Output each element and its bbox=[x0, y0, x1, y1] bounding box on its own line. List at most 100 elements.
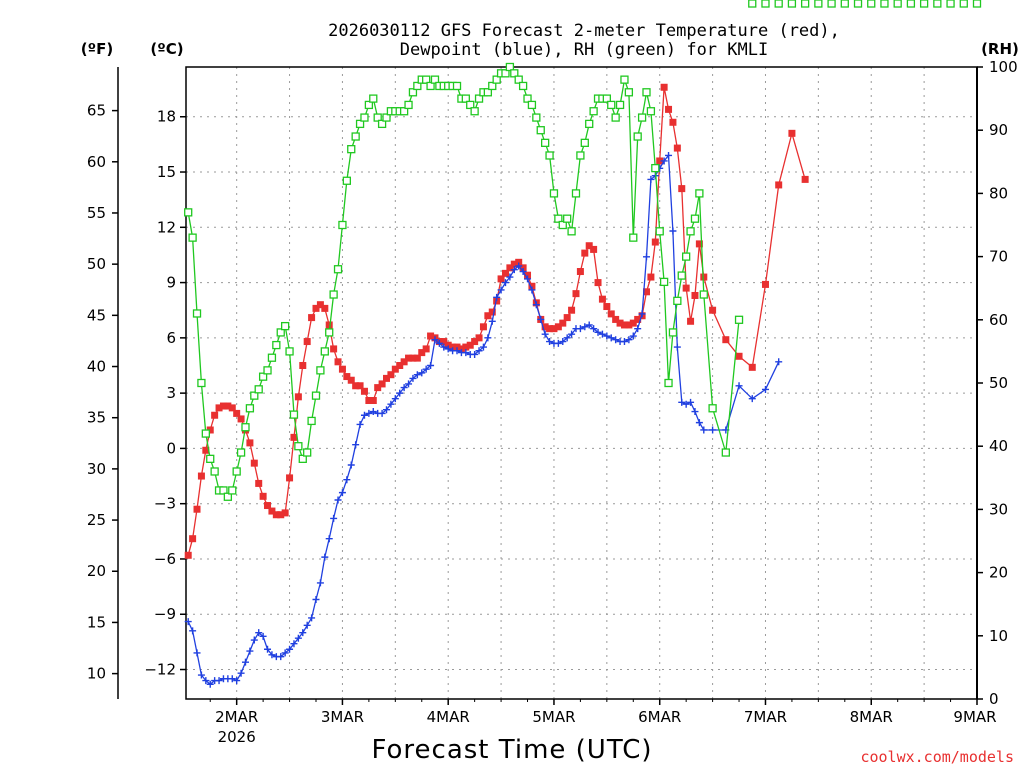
rh-tick-label: 60 bbox=[989, 311, 1008, 329]
rh-point bbox=[518, 81, 528, 91]
rh-point bbox=[474, 94, 484, 103]
dewpoint-point bbox=[325, 535, 333, 543]
rh-point bbox=[668, 328, 678, 337]
rh-point bbox=[540, 138, 550, 147]
temperature-point bbox=[629, 319, 637, 327]
rh-point bbox=[303, 448, 312, 457]
rh-point bbox=[404, 100, 413, 110]
chart-title-line1: 2026030112 GFS Forecast 2-meter Temperat… bbox=[328, 21, 840, 41]
temperature-point bbox=[642, 288, 650, 296]
rh-point bbox=[611, 113, 620, 122]
dewpoint-point bbox=[682, 400, 690, 408]
rh-point bbox=[646, 107, 656, 116]
dewpoint-point bbox=[642, 253, 650, 261]
temperature-point bbox=[325, 321, 333, 329]
temperature-point bbox=[457, 345, 465, 353]
temperature-point bbox=[277, 511, 285, 519]
rh-point bbox=[505, 62, 515, 72]
dewpoint-point bbox=[471, 350, 479, 358]
temperature-point bbox=[312, 304, 320, 312]
rh-point bbox=[510, 69, 519, 78]
temperature-point bbox=[515, 258, 523, 266]
fahrenheit-tick-label: 15 bbox=[87, 613, 106, 631]
dewpoint-point bbox=[537, 315, 545, 323]
dewpoint-point bbox=[761, 385, 769, 393]
dewpoint-point bbox=[409, 374, 417, 382]
dewpoint-point bbox=[422, 365, 430, 373]
rh-unit-label: (RH) bbox=[981, 40, 1019, 58]
rh-point bbox=[408, 88, 418, 97]
time-tick-label: 4MAR bbox=[427, 708, 470, 726]
dewpoint-point bbox=[563, 334, 571, 342]
temperature-point bbox=[612, 315, 620, 323]
rh-point bbox=[399, 107, 409, 116]
temperature-point bbox=[343, 373, 351, 381]
dewpoint-point bbox=[629, 332, 637, 340]
fahrenheit-axis: 10 15 20 25 30 35 40 45 50 55 60 65 bbox=[87, 102, 118, 683]
temperature-point bbox=[506, 264, 514, 272]
dewpoint-point bbox=[528, 286, 536, 294]
fahrenheit-tick-label: 10 bbox=[87, 665, 106, 683]
temperature-point bbox=[748, 363, 756, 371]
celsius-tick-label: 3 bbox=[166, 384, 176, 402]
rh-point bbox=[294, 442, 303, 451]
dewpoint-point bbox=[431, 336, 439, 344]
temperature-point bbox=[541, 323, 549, 331]
dewpoint-point bbox=[259, 632, 267, 640]
rh-point bbox=[298, 454, 307, 463]
rh-point bbox=[893, 0, 902, 8]
rh-point bbox=[642, 88, 651, 97]
temperature-point bbox=[550, 325, 558, 333]
dewpoint-point bbox=[308, 614, 316, 622]
dewpoint-point bbox=[524, 275, 532, 283]
temperature-point bbox=[625, 321, 633, 329]
rh-point bbox=[523, 94, 532, 103]
celsius-unit-label: (ºC) bbox=[150, 40, 183, 58]
temperature-point bbox=[709, 306, 717, 314]
series-line bbox=[187, 87, 806, 556]
temperature-point bbox=[700, 273, 708, 281]
dewpoint-point bbox=[356, 420, 364, 428]
temperature-point bbox=[347, 376, 355, 384]
temperature-point bbox=[286, 474, 294, 482]
temperature-point bbox=[202, 446, 210, 454]
dewpoint-point bbox=[444, 345, 452, 353]
temperature-point bbox=[479, 323, 487, 331]
temperature-point bbox=[334, 358, 342, 366]
temperature-point bbox=[233, 409, 241, 417]
dewpoint-point bbox=[700, 426, 708, 434]
rh-point bbox=[536, 126, 545, 135]
fahrenheit-tick-label: 45 bbox=[87, 306, 106, 324]
time-axis: 2MAR 2026 3MAR 4MAR 5MAR 6MAR 7MAR 8MAR 9MAR bbox=[209, 699, 997, 746]
rh-point bbox=[413, 81, 422, 91]
dewpoint-point bbox=[206, 680, 214, 688]
temperature-point bbox=[321, 304, 329, 312]
celsius-tick-label: −6 bbox=[154, 550, 176, 568]
rh-point bbox=[320, 347, 329, 356]
rh-point bbox=[289, 410, 299, 419]
temperature-point bbox=[259, 492, 267, 500]
rh-point bbox=[452, 81, 462, 91]
rh-point bbox=[206, 454, 215, 463]
temperature-point bbox=[356, 382, 364, 390]
dewpoint-point bbox=[418, 369, 426, 377]
temperature-point bbox=[484, 312, 492, 320]
temperature-point bbox=[471, 338, 479, 346]
dewpoint-point bbox=[735, 382, 743, 390]
temperature-point bbox=[255, 479, 263, 487]
dewpoint-point bbox=[748, 395, 756, 403]
dewpoint-point bbox=[665, 151, 673, 159]
dewpoint-point bbox=[391, 395, 399, 403]
rh-point bbox=[501, 69, 510, 78]
celsius-tick-label: −9 bbox=[154, 605, 176, 623]
temperature-point bbox=[330, 345, 338, 353]
rh-point bbox=[333, 265, 343, 274]
rh-point bbox=[576, 151, 585, 160]
rh-point bbox=[637, 113, 647, 122]
temperature-point bbox=[308, 314, 316, 322]
temperature-point bbox=[660, 83, 668, 91]
rh-point bbox=[567, 227, 576, 236]
dewpoint-point bbox=[647, 175, 655, 183]
dewpoint-point bbox=[669, 227, 677, 235]
rh-point bbox=[382, 113, 391, 122]
